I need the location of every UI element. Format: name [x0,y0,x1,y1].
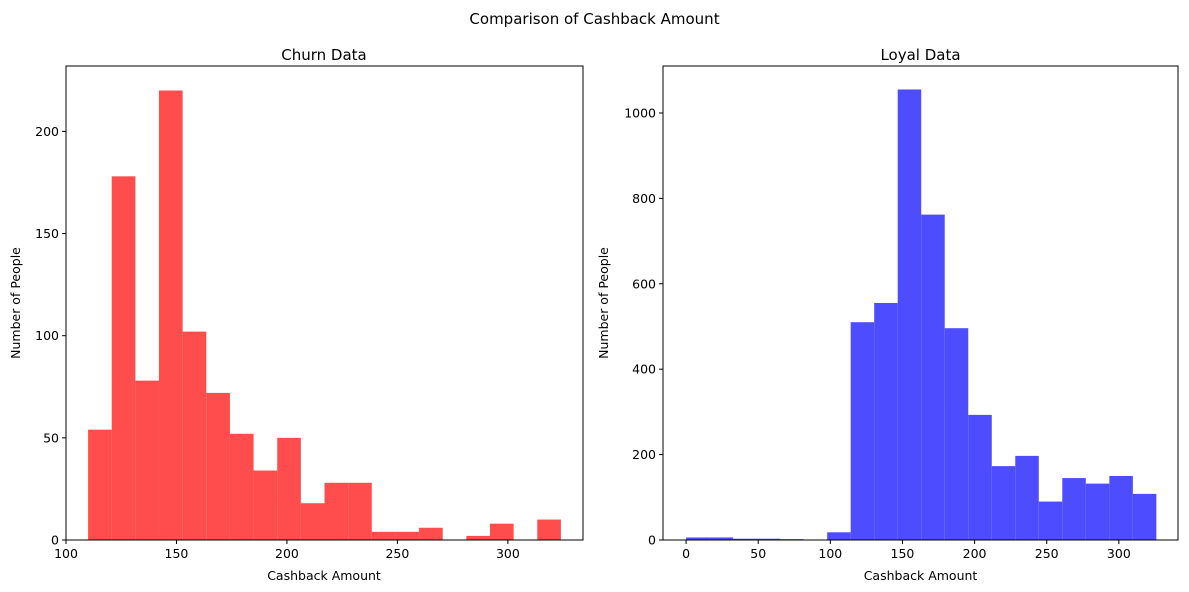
loyal-x-tick-label: 300 [1107,546,1131,561]
churn-bar [111,176,136,541]
loyal-bar [1132,493,1157,540]
loyal-bar [827,532,851,540]
churn-bar [489,523,514,540]
loyal-bar [991,466,1016,540]
churn-bar [253,470,278,540]
loyal-x-tick-label: 150 [891,546,915,561]
churn-x-axis-ticks: 100 150 200 250 300 [54,540,520,561]
churn-y-tick-label: 100 [35,328,59,343]
churn-x-tick-label: 250 [385,546,409,561]
loyal-chart-title: Loyal Data [880,46,960,64]
churn-chart-title: Churn Data [281,46,366,64]
churn-bar [206,392,230,540]
loyal-subplot: Loyal Data 0 50 100 150 200 250 300 0 200 400 600… [596,46,1179,583]
churn-bar [371,531,396,540]
loyal-plot-frame [662,65,1179,541]
churn-bar [537,519,561,540]
loyal-y-axis-label: Number of People [596,247,611,359]
churn-x-tick-label: 200 [275,546,299,561]
loyal-bar [1038,501,1063,540]
loyal-bar [1015,455,1039,540]
loyal-bar [1085,483,1110,540]
churn-y-tick-label: 200 [35,124,59,139]
churn-bar [277,437,301,540]
churn-y-axis-label: Number of People [8,247,23,359]
loyal-histogram-bars [686,89,1157,541]
churn-bar [229,433,254,540]
churn-bar [395,531,420,540]
loyal-bar [1109,475,1133,540]
churn-bar [159,90,183,540]
churn-bar [348,482,372,540]
churn-bar [182,331,207,540]
loyal-y-tick-label: 600 [632,276,656,291]
loyal-y-tick-label: 1000 [624,105,656,120]
loyal-bar [1062,478,1086,540]
loyal-bar [756,538,781,540]
loyal-bar [921,214,945,540]
churn-bar [300,503,325,540]
figure-title: Comparison of Cashback Amount [469,10,719,28]
loyal-bar [944,328,969,540]
churn-bar [88,429,112,540]
loyal-x-tick-label: 200 [963,546,987,561]
churn-bar [135,380,160,540]
churn-bar [466,535,490,540]
loyal-y-tick-label: 0 [648,533,656,548]
churn-y-tick-label: 50 [43,430,59,445]
churn-plot-frame [65,65,584,541]
churn-histogram-bars [88,90,561,541]
loyal-x-tick-label: 100 [818,546,842,561]
loyal-y-axis-ticks: 0 200 400 600 800 1000 [624,105,663,548]
churn-x-tick-label: 100 [54,546,78,561]
loyal-bar [686,537,710,540]
loyal-bar [850,322,875,540]
churn-y-tick-label: 150 [35,226,59,241]
loyal-x-axis-ticks: 0 50 100 150 200 250 300 [682,540,1131,561]
loyal-x-tick-label: 0 [682,546,690,561]
churn-bar [419,527,443,540]
churn-x-axis-label: Cashback Amount [267,568,381,583]
loyal-x-axis-label: Cashback Amount [864,568,978,583]
loyal-bar [968,414,992,540]
loyal-bar [733,538,757,540]
loyal-y-tick-label: 800 [632,191,656,206]
loyal-y-tick-label: 200 [632,447,656,462]
churn-bar [324,482,349,540]
churn-subplot: Churn Data 100 150 200 250 300 050100150200 … [8,46,584,583]
churn-x-tick-label: 300 [496,546,520,561]
loyal-bar [709,537,734,540]
loyal-x-tick-label: 50 [750,546,766,561]
churn-y-axis-ticks: 0 50 100 150 200 [35,124,66,548]
loyal-bar [874,303,898,540]
loyal-x-tick-label: 250 [1035,546,1059,561]
loyal-bar [897,89,922,541]
loyal-y-tick-label: 400 [632,362,656,377]
churn-y-tick-label: 0 [51,533,59,548]
churn-x-tick-label: 150 [165,546,189,561]
